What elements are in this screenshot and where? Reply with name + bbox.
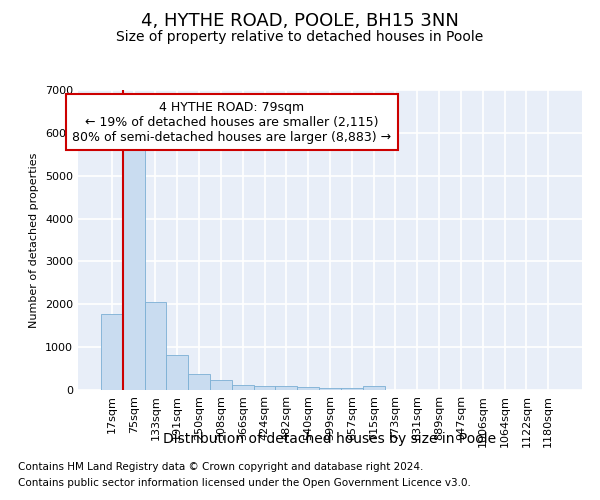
Bar	[123, 142, 145, 390]
Bar	[254, 386, 275, 390]
Bar	[145, 302, 166, 390]
Bar	[363, 386, 385, 390]
Text: Contains HM Land Registry data © Crown copyright and database right 2024.: Contains HM Land Registry data © Crown c…	[18, 462, 424, 472]
Bar	[341, 388, 363, 390]
Bar	[275, 386, 297, 390]
Y-axis label: Number of detached properties: Number of detached properties	[29, 152, 40, 328]
Text: 4, HYTHE ROAD, POOLE, BH15 3NN: 4, HYTHE ROAD, POOLE, BH15 3NN	[141, 12, 459, 30]
Bar	[297, 387, 319, 390]
Bar	[188, 374, 210, 390]
Text: Contains public sector information licensed under the Open Government Licence v3: Contains public sector information licen…	[18, 478, 471, 488]
Bar	[101, 314, 123, 390]
Text: 4 HYTHE ROAD: 79sqm
← 19% of detached houses are smaller (2,115)
80% of semi-det: 4 HYTHE ROAD: 79sqm ← 19% of detached ho…	[72, 100, 391, 144]
Bar	[319, 388, 341, 390]
Bar	[166, 355, 188, 390]
Bar	[232, 385, 254, 390]
Bar	[210, 380, 232, 390]
Text: Distribution of detached houses by size in Poole: Distribution of detached houses by size …	[163, 432, 497, 446]
Text: Size of property relative to detached houses in Poole: Size of property relative to detached ho…	[116, 30, 484, 44]
